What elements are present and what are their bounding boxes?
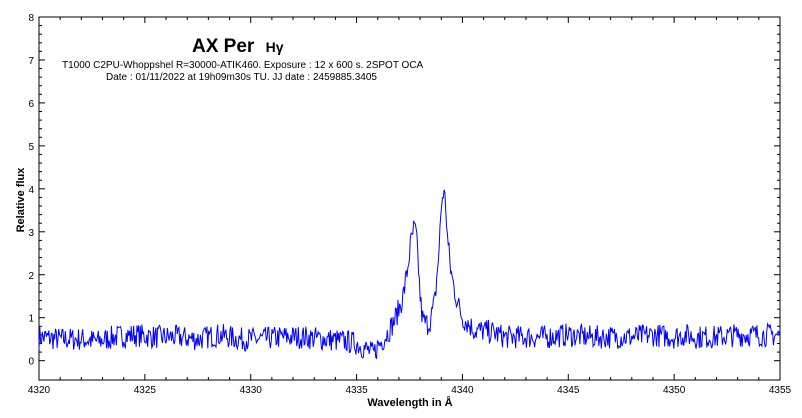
y-tick-label-8: 8	[28, 13, 34, 24]
y-tick-label-1: 1	[28, 314, 34, 325]
chart-subtitle-line-1: T1000 C2PU-Whoppshel R=30000-ATIK460. Ex…	[62, 60, 424, 71]
x-tick-label-4330: 4330	[240, 385, 263, 396]
spectrum-line	[38, 189, 781, 360]
x-tick-label-4320: 4320	[28, 385, 51, 396]
y-tick-label-3: 3	[28, 228, 34, 239]
y-axis-label: Relative flux	[15, 167, 27, 233]
y-axis-ticks: 0 1 2 3 4 5 6 7 8	[28, 13, 780, 368]
x-tick-label-4350: 4350	[663, 385, 686, 396]
chart-subtitle-line-2: Date : 01/11/2022 at 19h09m30s TU. JJ da…	[106, 72, 377, 83]
x-tick-label-4325: 4325	[134, 385, 157, 396]
plot-frame	[38, 16, 781, 381]
x-tick-label-4335: 4335	[345, 385, 368, 396]
x-tick-label-4345: 4345	[557, 385, 580, 396]
y-tick-label-6: 6	[28, 99, 34, 110]
y-tick-label-4: 4	[28, 185, 34, 196]
chart-title: AX Per Hγ	[192, 36, 284, 57]
x-axis-ticks: 4320 4325 4330 4335 4340 4345 4350 4355	[28, 17, 792, 396]
x-tick-label-4340: 4340	[451, 385, 474, 396]
chart-title-suffix: Hγ	[266, 39, 284, 55]
y-tick-label-2: 2	[28, 271, 34, 282]
y-tick-label-0: 0	[28, 357, 34, 368]
y-tick-label-7: 7	[28, 56, 34, 67]
y-tick-label-5: 5	[28, 142, 34, 153]
x-axis-label: Wavelength in Å	[367, 396, 452, 409]
x-tick-label-4355: 4355	[769, 385, 792, 396]
